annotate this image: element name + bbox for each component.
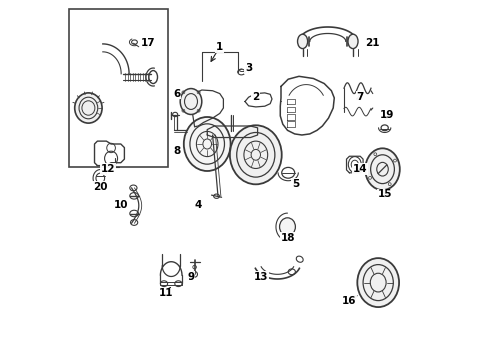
Ellipse shape [184,117,231,171]
Text: 4: 4 [195,200,202,210]
Text: 17: 17 [141,38,155,48]
Ellipse shape [230,125,282,184]
Text: 15: 15 [378,189,392,199]
Ellipse shape [280,218,295,236]
Text: 11: 11 [159,288,173,298]
Text: 20: 20 [93,182,107,192]
Text: 21: 21 [366,38,380,48]
Ellipse shape [180,89,202,114]
Text: 14: 14 [353,164,368,174]
Text: 19: 19 [380,110,394,120]
Text: 3: 3 [245,63,252,73]
Text: 10: 10 [114,200,128,210]
Text: 13: 13 [254,272,269,282]
Text: 16: 16 [342,296,357,306]
Text: 2: 2 [252,92,259,102]
Ellipse shape [348,34,358,49]
Text: 8: 8 [173,146,180,156]
Text: 7: 7 [357,92,364,102]
Text: 18: 18 [281,233,295,243]
Ellipse shape [357,258,399,307]
Text: 6: 6 [173,89,180,99]
Ellipse shape [74,93,102,123]
Ellipse shape [297,34,308,49]
Text: 1: 1 [216,42,223,52]
Text: 9: 9 [188,272,195,282]
Text: 5: 5 [292,179,299,189]
Bar [69,9,168,167]
Ellipse shape [365,148,400,190]
Text: 12: 12 [101,164,116,174]
